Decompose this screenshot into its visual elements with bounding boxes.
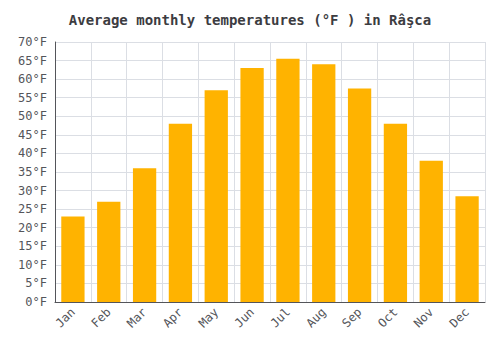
svg-text:Aug: Aug [303, 305, 328, 330]
svg-text:Apr: Apr [160, 305, 185, 330]
svg-text:25°F: 25°F [18, 202, 47, 216]
svg-text:Oct: Oct [375, 305, 400, 330]
svg-text:70°F: 70°F [18, 35, 47, 49]
svg-text:65°F: 65°F [18, 54, 47, 68]
svg-text:10°F: 10°F [18, 258, 47, 272]
svg-text:45°F: 45°F [18, 128, 47, 142]
svg-text:20°F: 20°F [18, 221, 47, 235]
svg-text:55°F: 55°F [18, 91, 47, 105]
svg-text:60°F: 60°F [18, 72, 47, 86]
svg-text:35°F: 35°F [18, 165, 47, 179]
svg-text:15°F: 15°F [18, 239, 47, 253]
svg-text:Jul: Jul [268, 305, 293, 330]
svg-text:Feb: Feb [88, 305, 113, 330]
svg-text:Jun: Jun [232, 305, 257, 330]
svg-text:Average monthly temperatures (: Average monthly temperatures (°F ) in Râ… [69, 12, 431, 28]
svg-text:May: May [196, 305, 221, 330]
svg-text:5°F: 5°F [25, 276, 47, 290]
svg-text:0°F: 0°F [25, 295, 47, 309]
svg-text:Jan: Jan [53, 305, 78, 330]
svg-text:Mar: Mar [124, 305, 149, 330]
svg-text:50°F: 50°F [18, 109, 47, 123]
svg-text:Dec: Dec [447, 305, 472, 330]
svg-text:30°F: 30°F [18, 184, 47, 198]
svg-text:Sep: Sep [339, 305, 364, 330]
svg-text:Nov: Nov [411, 305, 436, 330]
svg-text:40°F: 40°F [18, 146, 47, 160]
